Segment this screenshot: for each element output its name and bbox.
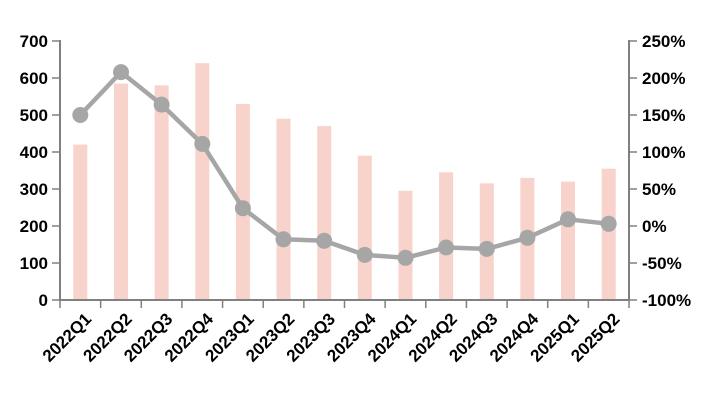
left-axis-tick-label: 700: [20, 32, 48, 51]
bar-2025Q1: [561, 181, 575, 300]
line-marker-2024Q3: [478, 240, 495, 257]
bar-2024Q1: [398, 190, 413, 300]
bar-2025Q2: [601, 168, 616, 300]
line-marker-2022Q2: [113, 64, 129, 81]
right-axis-tick-label: -100%: [642, 291, 691, 310]
left-axis-tick-label: 300: [20, 180, 48, 199]
right-axis-tick-label: -50%: [642, 254, 682, 273]
left-axis-tick-label: 0: [39, 291, 48, 310]
line-marker-2023Q3: [316, 232, 333, 249]
bar-2023Q2: [276, 118, 291, 300]
right-axis-tick-label: 100%: [642, 143, 685, 162]
bar-2023Q3: [317, 126, 332, 300]
line-marker-2023Q1: [234, 200, 251, 217]
left-axis-tick-label: 400: [20, 143, 48, 162]
line-marker-2022Q4: [194, 135, 211, 152]
bar-2022Q1: [73, 144, 88, 300]
line-marker-2023Q4: [356, 246, 373, 263]
line-marker-2022Q3: [153, 96, 170, 113]
right-axis-tick-label: 200%: [642, 69, 685, 88]
left-axis-tick-label: 200: [20, 217, 48, 236]
left-axis-tick-label: 100: [20, 254, 48, 273]
line-marker-2024Q1: [397, 249, 414, 266]
bar-2023Q4: [357, 155, 372, 300]
right-axis-tick-label: 250%: [642, 32, 685, 51]
line-marker-2024Q2: [438, 239, 455, 256]
bar-2022Q4: [195, 63, 210, 301]
bar-2024Q2: [439, 172, 454, 300]
line-marker-2022Q1: [72, 107, 89, 123]
line-marker-2024Q4: [519, 229, 536, 246]
right-axis-tick-label: 150%: [642, 106, 685, 125]
left-axis-tick-label: 500: [20, 106, 48, 125]
right-axis-tick-label: 50%: [642, 180, 676, 199]
bar-2022Q2: [114, 83, 128, 300]
bar-2022Q3: [154, 85, 169, 301]
line-marker-2025Q1: [560, 211, 576, 228]
right-axis-tick-label: 0%: [642, 217, 667, 236]
left-axis-tick-label: 600: [20, 69, 48, 88]
line-marker-2025Q2: [600, 215, 617, 232]
line-marker-2023Q2: [275, 231, 292, 248]
